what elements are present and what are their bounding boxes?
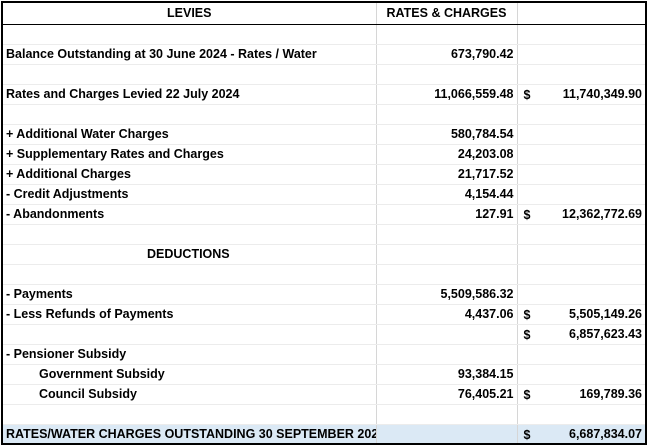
amount-cell: 673,790.42 (376, 44, 518, 65)
currency: $ (523, 307, 531, 322)
total-cell: $5,505,149.26 (517, 304, 647, 325)
amount-cell (376, 344, 518, 365)
row: - Less Refunds of Payments 4,437.06 $5,505… (2, 304, 647, 325)
cell (2, 104, 377, 125)
total-cell (517, 364, 647, 385)
label-cell: RATES/WATER CHARGES OUTSTANDING 30 SEPTE… (2, 424, 377, 444)
total-cell (517, 144, 647, 165)
row: + Additional Charges 21,717.52 (2, 164, 647, 185)
currency: $ (523, 427, 531, 442)
amount-cell: 5,509,586.32 (376, 284, 518, 305)
blank-row (2, 264, 647, 285)
amount-cell: 21,717.52 (376, 164, 518, 185)
total-cell: $169,789.36 (517, 384, 647, 405)
label-cell: Council Subsidy (2, 384, 377, 405)
row: - Abandonments 127.91 $12,362,772.69 (2, 204, 647, 225)
amount-cell: 11,066,559.48 (376, 84, 518, 105)
cell (376, 224, 518, 245)
total-value: 169,789.36 (579, 387, 642, 401)
header-cell: LEVIES (2, 2, 377, 25)
total-cell: $6,687,834.07 (517, 424, 647, 444)
amount-cell (376, 324, 518, 345)
total-value: 5,505,149.26 (569, 307, 642, 321)
cell (2, 264, 377, 285)
blank-row (2, 64, 647, 85)
row: - Payments 5,509,586.32 (2, 284, 647, 305)
row: - Credit Adjustments 4,154.44 (2, 184, 647, 205)
currency: $ (523, 327, 531, 342)
row: + Additional Water Charges 580,784.54 (2, 124, 647, 145)
row: $6,857,623.43 (2, 324, 647, 345)
row: Balance Outstanding at 30 June 2024 - Ra… (2, 44, 647, 65)
total-cell (517, 124, 647, 145)
total-value: 11,740,349.90 (562, 87, 642, 101)
label-cell: + Additional Charges (2, 164, 377, 185)
amount-cell: 24,203.08 (376, 144, 518, 165)
currency: $ (523, 87, 531, 102)
row: RATES/WATER CHARGES OUTSTANDING 30 SEPTE… (2, 424, 647, 444)
label-cell: Rates and Charges Levied 22 July 2024 (2, 84, 377, 105)
amount-cell: 4,154.44 (376, 184, 518, 205)
label-cell: Government Subsidy (2, 364, 377, 385)
amount-cell (376, 424, 518, 444)
currency: $ (523, 387, 531, 402)
row: + Supplementary Rates and Charges 24,203.… (2, 144, 647, 165)
amount-cell: 93,384.15 (376, 364, 518, 385)
cell (517, 404, 647, 425)
blank-row (2, 104, 647, 125)
total-cell: $12,362,772.69 (517, 204, 647, 225)
row: Government Subsidy 93,384.15 (2, 364, 647, 385)
label-cell: + Supplementary Rates and Charges (2, 144, 377, 165)
total-value: 6,687,834.07 (569, 426, 642, 441)
total-cell (517, 44, 647, 65)
cell (376, 244, 518, 265)
total-value: 12,362,772.69 (562, 207, 642, 221)
deductions-row: DEDUCTIONS (2, 244, 647, 265)
cell (517, 64, 647, 85)
row: Council Subsidy 76,405.21 $169,789.36 (2, 384, 647, 405)
label-cell: Balance Outstanding at 30 June 2024 - Ra… (2, 44, 377, 65)
blank-row (2, 224, 647, 245)
cell (517, 264, 647, 285)
amount-cell: 4,437.06 (376, 304, 518, 325)
cell (376, 104, 518, 125)
label-cell: - Pensioner Subsidy (2, 344, 377, 365)
currency: $ (523, 207, 531, 222)
cell (2, 404, 377, 425)
label-cell (2, 324, 377, 345)
cell (2, 64, 377, 85)
total-cell (517, 164, 647, 185)
cell (517, 104, 647, 125)
label-cell: + Additional Water Charges (2, 124, 377, 145)
cell (376, 404, 518, 425)
header-cell: RATES & CHARGES (376, 2, 518, 25)
cell (376, 64, 518, 85)
cell (2, 224, 377, 245)
total-cell (517, 284, 647, 305)
section-heading: DEDUCTIONS (2, 244, 377, 265)
total-cell: $6,857,623.43 (517, 324, 647, 345)
header-row: LEVIES RATES & CHARGES (2, 2, 647, 25)
row: Rates and Charges Levied 22 July 2024 11,… (2, 84, 647, 105)
amount-cell: 127.91 (376, 204, 518, 225)
cell (376, 264, 518, 285)
label-cell: - Payments (2, 284, 377, 305)
cell (517, 224, 647, 245)
row: - Pensioner Subsidy (2, 344, 647, 365)
total-cell (517, 184, 647, 205)
amount-cell: 580,784.54 (376, 124, 518, 145)
total-value: 6,857,623.43 (569, 327, 642, 341)
label-cell: - Credit Adjustments (2, 184, 377, 205)
total-cell (517, 344, 647, 365)
total-cell: $11,740,349.90 (517, 84, 647, 105)
amount-cell: 76,405.21 (376, 384, 518, 405)
cell (517, 244, 647, 265)
blank-row (2, 404, 647, 425)
label-cell: - Abandonments (2, 204, 377, 225)
label-cell: - Less Refunds of Payments (2, 304, 377, 325)
